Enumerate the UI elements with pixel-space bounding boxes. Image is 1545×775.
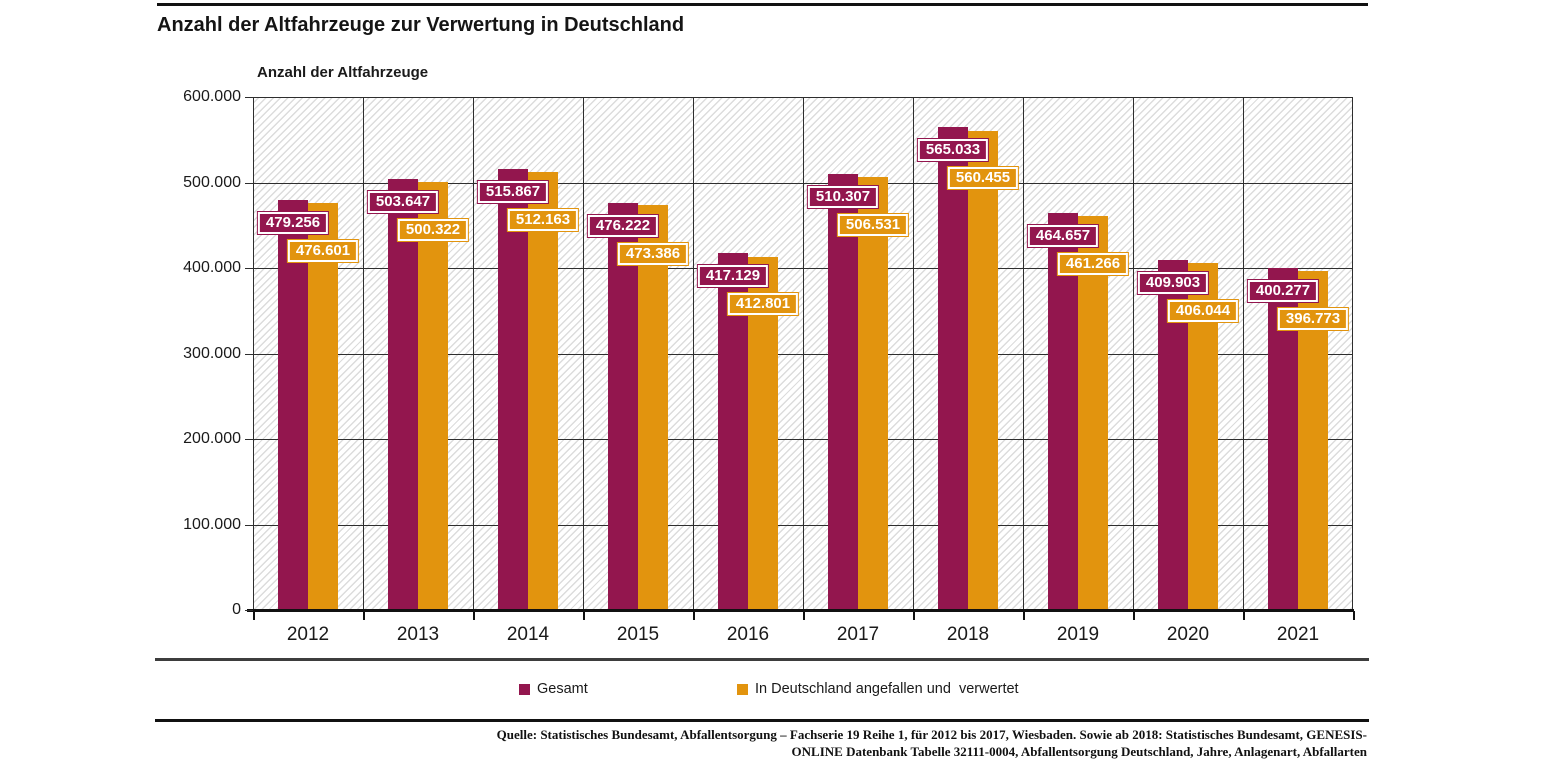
x-axis-tick: [363, 611, 365, 620]
grid-line-vertical: [253, 97, 255, 610]
legend-item-gesamt: Gesamt: [519, 681, 588, 697]
page-title: Anzahl der Altfahrzeuge zur Verwertung i…: [157, 14, 685, 36]
grid-line-vertical: [1351, 97, 1353, 610]
legend-swatch-gesamt-icon: [519, 683, 530, 695]
bar-gesamt-2019: [1048, 212, 1078, 610]
plot-area: 479.256 476.601 503.647 500.322 515.867 512.1…: [253, 97, 1353, 610]
bar-value-label-verwertet-2018: 560.455: [947, 166, 1019, 189]
bar-value-label-gesamt-2021: 400.277: [1247, 279, 1319, 302]
bar-value-label-gesamt-2014: 515.867: [477, 180, 549, 203]
grid-line-vertical: [1133, 97, 1135, 610]
bar-value-label-gesamt-2015: 476.222: [587, 214, 659, 237]
bar-value-label-gesamt-2018: 565.033: [917, 138, 989, 161]
x-axis-label: 2017: [836, 624, 880, 645]
bar-gesamt-2015: [608, 202, 638, 610]
x-axis-tick: [693, 611, 695, 620]
grid-line-vertical: [1023, 97, 1025, 610]
legend-label-verwertet: In Deutschland angefallen und verwertet: [755, 681, 1019, 697]
x-axis-label: 2015: [616, 624, 660, 645]
bar-value-label-verwertet-2012: 476.601: [287, 240, 359, 263]
grid-line-vertical: [803, 97, 805, 610]
bar-value-label-verwertet-2014: 512.163: [507, 208, 579, 231]
x-axis-label: 2013: [396, 624, 440, 645]
bar-verwertet-2014: [528, 172, 558, 610]
y-axis-tick-label: 100.000: [183, 515, 241, 533]
y-axis-tick-label: 400.000: [183, 259, 241, 276]
y-axis-tick: [245, 182, 253, 184]
x-axis-tick: [913, 611, 915, 620]
x-axis-tick: [1023, 611, 1025, 620]
top-rule: [157, 3, 1368, 6]
y-axis-tick: [245, 439, 253, 441]
bar-verwertet-2019: [1078, 215, 1108, 610]
x-axis-label: 2019: [1056, 624, 1100, 645]
bar-gesamt-2018: [938, 126, 968, 610]
y-axis-tick: [245, 268, 253, 270]
y-axis-title: Anzahl der Altfahrzeuge: [257, 64, 429, 81]
x-axis-tick: [803, 611, 805, 620]
bar-gesamt-2013: [388, 179, 418, 610]
x-axis-tick: [1133, 611, 1135, 620]
bar-verwertet-2012: [308, 202, 338, 610]
x-axis-tick: [583, 611, 585, 620]
x-axis-label: 2020: [1166, 624, 1210, 645]
x-axis-label: 2014: [506, 624, 550, 645]
bar-verwertet-2015: [638, 205, 668, 610]
x-axis-label: 2018: [946, 624, 990, 645]
grid-line-vertical: [1243, 97, 1245, 610]
y-axis-tick-label: 200.000: [183, 430, 241, 447]
bar-value-label-verwertet-2021: 396.773: [1277, 307, 1349, 330]
bar-gesamt-2014: [498, 168, 528, 610]
x-axis-label: 2021: [1276, 624, 1320, 645]
bar-value-label-verwertet-2020: 406.044: [1167, 299, 1239, 322]
bar-value-label-gesamt-2017: 510.307: [807, 185, 879, 208]
x-axis-tick: [253, 611, 255, 620]
bar-value-label-gesamt-2013: 503.647: [367, 191, 439, 214]
grid-line-vertical: [363, 97, 365, 610]
y-axis-tick-label: 600.000: [183, 88, 241, 105]
bar-value-label-gesamt-2020: 409.903: [1137, 271, 1209, 294]
bar-gesamt-2012: [278, 200, 308, 610]
y-axis-tick: [245, 610, 253, 612]
source-line-2: ONLINE Datenbank Tabelle 32111-0004, Abf…: [791, 744, 1367, 759]
y-axis-tick-label: 0: [232, 601, 241, 618]
bar-verwertet-2016: [748, 257, 778, 610]
x-axis-label: 2016: [726, 624, 770, 645]
bar-value-label-verwertet-2019: 461.266: [1057, 252, 1129, 275]
grid-line-vertical: [693, 97, 695, 610]
x-axis-label: 2012: [286, 624, 330, 645]
bar-gesamt-2017: [828, 173, 858, 610]
bar-value-label-gesamt-2016: 417.129: [697, 265, 769, 288]
bar-value-label-gesamt-2019: 464.657: [1027, 224, 1099, 247]
bar-verwertet-2013: [418, 182, 448, 610]
legend-swatch-verwertet-icon: [737, 683, 748, 695]
bar-verwertet-2018: [968, 130, 998, 610]
x-axis-tick: [1353, 611, 1355, 620]
bar-value-label-verwertet-2016: 412.801: [727, 293, 799, 316]
y-axis-tick: [245, 353, 253, 355]
y-axis-tick: [245, 97, 253, 99]
legend-label-gesamt: Gesamt: [537, 681, 588, 697]
footer-rule: [155, 719, 1369, 722]
x-axis-line: [247, 609, 1354, 612]
x-axis-tick: [1243, 611, 1245, 620]
bar-value-label-verwertet-2013: 500.322: [397, 219, 469, 242]
y-axis-tick-label: 300.000: [183, 344, 241, 362]
x-axis-tick: [473, 611, 475, 620]
legend-item-verwertet: In Deutschland angefallen und verwertet: [737, 681, 1019, 697]
bar-value-label-verwertet-2015: 473.386: [617, 242, 689, 265]
source-line-1: Quelle: Statistisches Bundesamt, Abfalle…: [496, 727, 1367, 742]
grid-line-vertical: [473, 97, 475, 610]
bar-value-label-verwertet-2017: 506.531: [837, 213, 909, 236]
grid-line-vertical: [583, 97, 585, 610]
bar-value-label-gesamt-2012: 479.256: [257, 212, 329, 235]
grid-line-vertical: [913, 97, 915, 610]
y-axis-tick-label: 500.000: [183, 173, 241, 191]
y-axis-tick: [245, 524, 253, 526]
source-note: Quelle: Statistisches Bundesamt, Abfalle…: [300, 726, 1367, 760]
bar-verwertet-2017: [858, 176, 888, 610]
legend-separator: [155, 658, 1369, 661]
